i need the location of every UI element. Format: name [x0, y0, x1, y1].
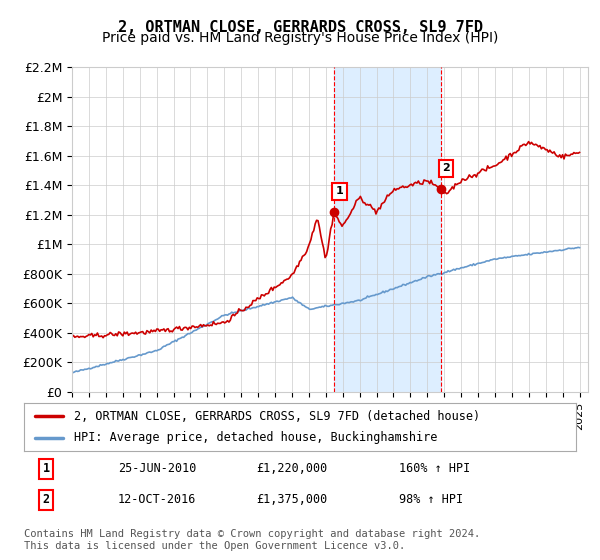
Text: £1,375,000: £1,375,000: [256, 493, 327, 506]
Text: 1: 1: [335, 186, 343, 196]
Text: 2, ORTMAN CLOSE, GERRARDS CROSS, SL9 7FD: 2, ORTMAN CLOSE, GERRARDS CROSS, SL9 7FD: [118, 20, 482, 35]
Text: HPI: Average price, detached house, Buckinghamshire: HPI: Average price, detached house, Buck…: [74, 431, 437, 445]
Text: Price paid vs. HM Land Registry's House Price Index (HPI): Price paid vs. HM Land Registry's House …: [102, 31, 498, 45]
Text: 25-JUN-2010: 25-JUN-2010: [118, 463, 196, 475]
Text: 2, ORTMAN CLOSE, GERRARDS CROSS, SL9 7FD (detached house): 2, ORTMAN CLOSE, GERRARDS CROSS, SL9 7FD…: [74, 409, 480, 423]
Text: 98% ↑ HPI: 98% ↑ HPI: [400, 493, 463, 506]
Bar: [334, 67, 440, 392]
Text: 2: 2: [442, 164, 450, 173]
Text: 2: 2: [43, 493, 50, 506]
Text: 1: 1: [43, 463, 50, 475]
Text: £1,220,000: £1,220,000: [256, 463, 327, 475]
Text: Contains HM Land Registry data © Crown copyright and database right 2024.
This d: Contains HM Land Registry data © Crown c…: [24, 529, 480, 551]
Text: 12-OCT-2016: 12-OCT-2016: [118, 493, 196, 506]
Text: 160% ↑ HPI: 160% ↑ HPI: [400, 463, 470, 475]
